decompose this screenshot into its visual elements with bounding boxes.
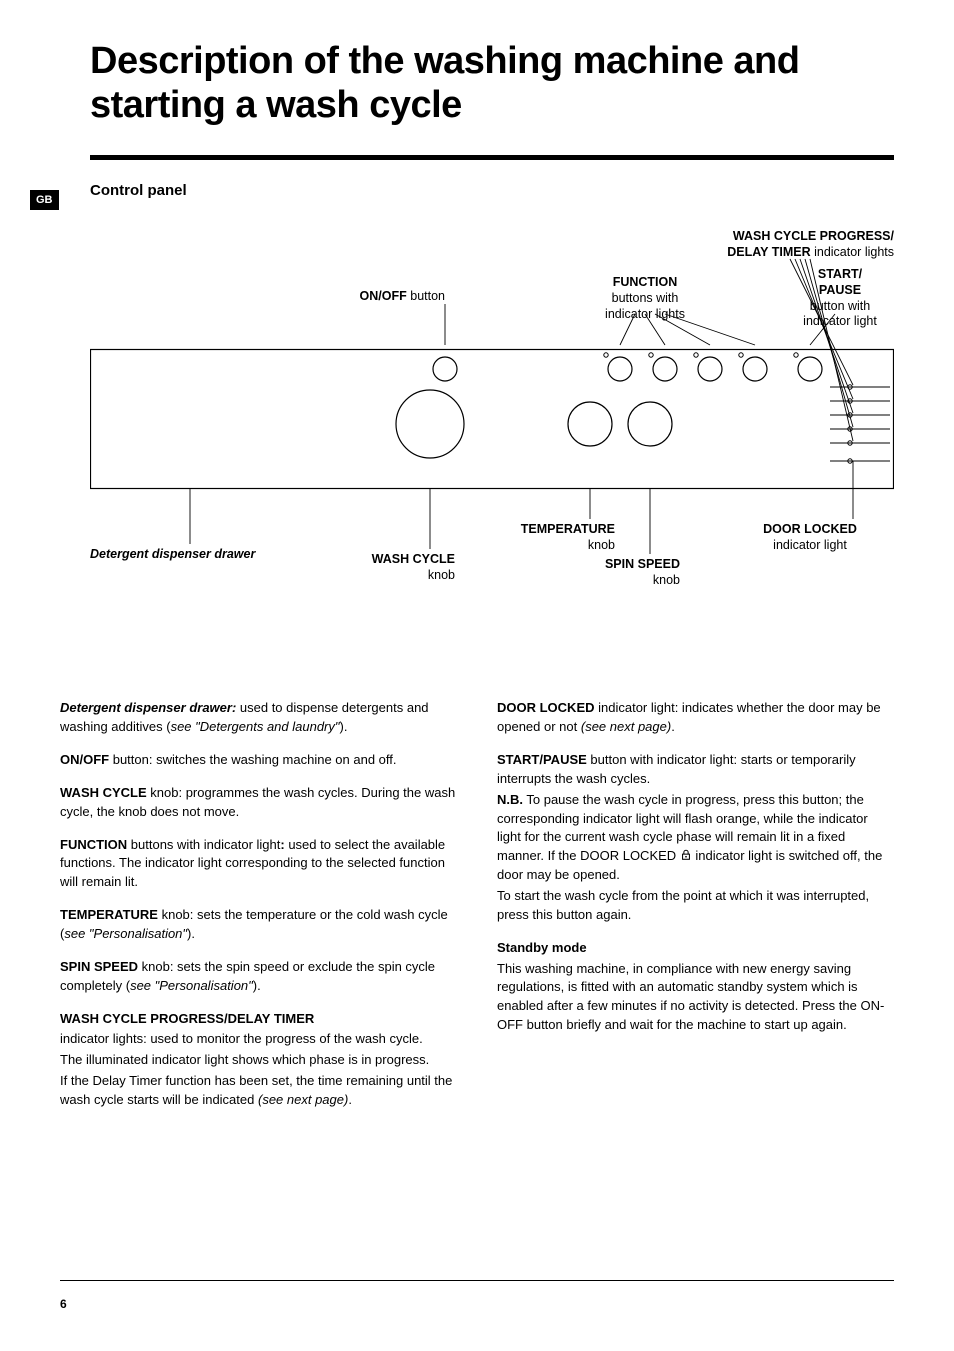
p-nb2: To start the wash cycle from the point a… <box>497 887 894 925</box>
page-title: Description of the washing machine and s… <box>90 40 894 127</box>
label-tempknob: TEMPERATURE knob <box>485 522 615 553</box>
p-spin: SPIN SPEED knob: sets the spin speed or … <box>60 958 457 996</box>
p-onoff: ON/OFF button: switches the washing mach… <box>60 751 457 770</box>
label-spinknob: SPIN SPEED knob <box>580 557 680 588</box>
lock-icon <box>680 848 692 860</box>
region-tab: GB <box>30 190 59 210</box>
p-prog3: If the Delay Timer function has been set… <box>60 1072 457 1110</box>
control-panel-svg <box>90 229 894 639</box>
label-doorlocked: DOOR LOCKED indicator light <box>740 522 880 553</box>
label-function: FUNCTION buttons with indicator lights <box>590 275 700 322</box>
control-panel-diagram: WASH CYCLE PROGRESS/ DELAY TIMER indicat… <box>90 229 894 639</box>
body-columns: Detergent dispenser drawer: used to disp… <box>60 699 894 1123</box>
title-rule <box>90 155 894 160</box>
section-heading: Control panel <box>90 182 894 199</box>
left-column: Detergent dispenser drawer: used to disp… <box>60 699 457 1123</box>
p-prog1: indicator lights: used to monitor the pr… <box>60 1030 457 1049</box>
p-nb: N.B. To pause the wash cycle in progress… <box>497 791 894 885</box>
right-column: DOOR LOCKED indicator light: indicates w… <box>497 699 894 1123</box>
label-progress: WASH CYCLE PROGRESS/ DELAY TIMER indicat… <box>634 229 894 260</box>
h-progress: WASH CYCLE PROGRESS/DELAY TIMER <box>60 1010 457 1029</box>
label-drawer: Detergent dispenser drawer <box>90 547 255 563</box>
footer-rule <box>60 1280 894 1282</box>
label-onoff: ON/OFF button <box>305 289 445 305</box>
label-washknob: WASH CYCLE knob <box>335 552 455 583</box>
label-startpause: START/ PAUSE button with indicator light <box>790 267 890 330</box>
p-standby: This washing machine, in compliance with… <box>497 960 894 1035</box>
p-start1: START/PAUSE button with indicator light:… <box>497 751 894 789</box>
p-prog2: The illuminated indicator light shows wh… <box>60 1051 457 1070</box>
p-door: DOOR LOCKED indicator light: indicates w… <box>497 699 894 737</box>
page-number: 6 <box>60 1297 67 1311</box>
p-wash: WASH CYCLE knob: programmes the wash cyc… <box>60 784 457 822</box>
h-standby: Standby mode <box>497 939 894 958</box>
p-function: FUNCTION buttons with indicator light: u… <box>60 836 457 893</box>
p-drawer: Detergent dispenser drawer: used to disp… <box>60 699 457 737</box>
p-temp: TEMPERATURE knob: sets the temperature o… <box>60 906 457 944</box>
